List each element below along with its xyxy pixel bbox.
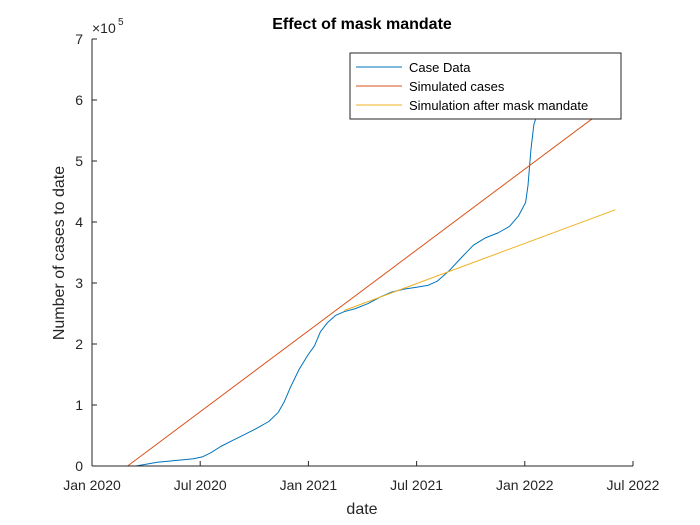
legend-label: Simulated cases <box>409 79 505 94</box>
y-multiplier-exponent: 5 <box>118 17 124 28</box>
legend-box <box>349 52 622 120</box>
x-tick-label: Jul 2022 <box>607 477 660 493</box>
y-multiplier-base: ×10 <box>92 20 116 36</box>
y-tick-label: 0 <box>75 458 83 474</box>
y-tick-label: 6 <box>75 92 83 108</box>
x-axis-label: date <box>346 501 377 518</box>
axes-layer <box>91 39 633 467</box>
y-tick-label: 7 <box>75 31 83 47</box>
series-line-simulated-cases <box>127 114 598 467</box>
chart-title: Effect of mask mandate <box>272 16 452 33</box>
y-tick-label: 1 <box>75 397 83 413</box>
y-ticks: 0 1 2 3 4 5 6 7 <box>75 31 97 474</box>
series-line-simulation-after-mask-mandate <box>343 209 616 311</box>
x-tick-label: Jan 2022 <box>496 477 554 493</box>
legend-label: Simulation after mask mandate <box>409 98 588 113</box>
x-tick-label: Jul 2021 <box>390 477 443 493</box>
x-tick-label: Jan 2021 <box>280 477 338 493</box>
legend-items: Case Data Simulated cases Simulation after… <box>356 60 588 113</box>
x-tick-label: Jan 2020 <box>63 477 121 493</box>
y-tick-label: 2 <box>75 336 83 352</box>
y-tick-label: 4 <box>75 214 83 230</box>
legend: Case Data Simulated cases Simulation after… <box>349 52 622 120</box>
y-tick-label: 5 <box>75 153 83 169</box>
series-line-case-data <box>127 115 538 467</box>
y-axis-label: Number of cases to date <box>51 166 68 340</box>
legend-label: Case Data <box>409 60 471 75</box>
y-tick-label: 3 <box>75 275 83 291</box>
x-ticks: Jan 2020 Jul 2020 Jan 2021 Jul 2021 Jan 2022… <box>63 461 660 493</box>
series-layer <box>127 114 616 467</box>
x-tick-label: Jul 2020 <box>174 477 227 493</box>
